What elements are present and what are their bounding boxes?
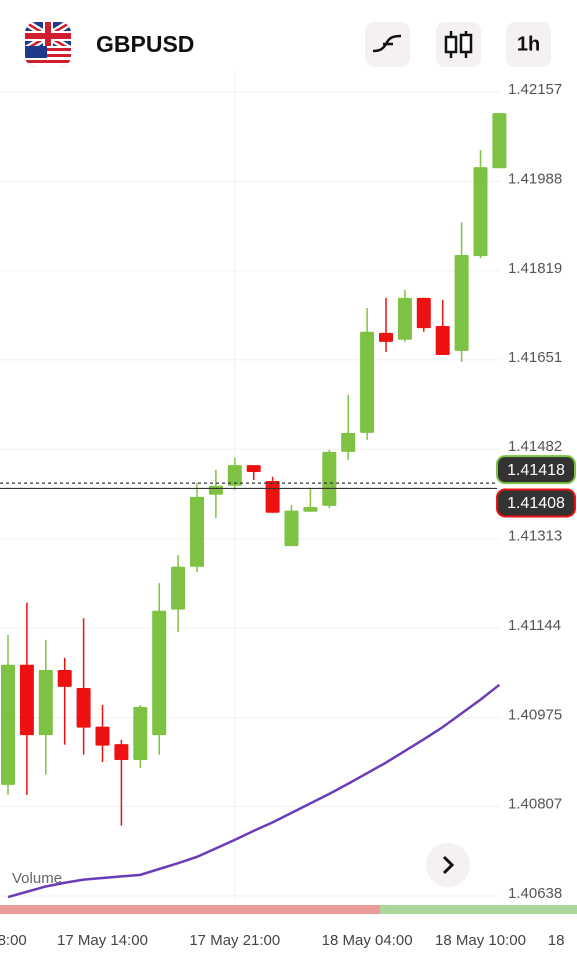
y-tick-label: 1.42157 bbox=[508, 81, 562, 98]
candle-body bbox=[133, 707, 148, 760]
y-tick-label: 1.41313 bbox=[508, 528, 562, 545]
candle bbox=[473, 150, 488, 259]
candle-body bbox=[171, 566, 186, 610]
chart-type-button[interactable] bbox=[436, 22, 481, 67]
flag-icon bbox=[25, 22, 71, 67]
candle bbox=[322, 449, 337, 509]
candle bbox=[454, 222, 469, 362]
candle bbox=[246, 465, 261, 480]
price-tag-label: 1.41408 bbox=[507, 495, 565, 512]
candle bbox=[1, 635, 15, 795]
candle-body bbox=[76, 687, 91, 728]
y-tick-label: 1.41144 bbox=[508, 617, 561, 634]
candle-body bbox=[360, 331, 375, 433]
candle bbox=[152, 583, 167, 755]
candle-body bbox=[190, 496, 204, 567]
candle-body bbox=[416, 297, 431, 329]
price-tag bbox=[496, 488, 576, 518]
candle-body bbox=[397, 297, 412, 340]
candle-body bbox=[227, 465, 242, 486]
candle bbox=[95, 704, 110, 763]
candle bbox=[303, 487, 318, 512]
candle-body bbox=[57, 669, 72, 687]
candle-body bbox=[19, 664, 34, 736]
candle-body bbox=[38, 669, 53, 736]
candle bbox=[208, 469, 223, 519]
overlay-line bbox=[7, 683, 501, 899]
interval-button[interactable]: 1h bbox=[506, 22, 551, 67]
candle-body bbox=[114, 744, 129, 760]
candle bbox=[114, 739, 129, 826]
candle-body bbox=[246, 465, 261, 473]
candle-body bbox=[95, 726, 110, 746]
candle-body bbox=[341, 432, 356, 452]
candle bbox=[133, 704, 148, 768]
x-tick-label: 18 May 10:00 bbox=[435, 932, 526, 949]
candle-body bbox=[208, 485, 223, 495]
candle bbox=[227, 457, 242, 491]
candle-body bbox=[284, 510, 299, 547]
candle bbox=[379, 297, 393, 352]
candle bbox=[76, 618, 91, 755]
y-tick-label: 1.41819 bbox=[508, 260, 562, 277]
plot-area: 1.40638 1.40807 1.40975 1.41144 1.41313 1.414… bbox=[0, 70, 576, 949]
y-tick-label: 1.41482 bbox=[508, 438, 562, 455]
x-tick-label: 17 May 14:00 bbox=[57, 932, 148, 949]
candle bbox=[171, 555, 186, 632]
y-tick-label: 1.41651 bbox=[508, 349, 562, 366]
x-tick-label: 18 bbox=[548, 932, 565, 949]
y-tick-label: 1.41988 bbox=[508, 170, 562, 187]
x-tick-label: 17 May 21:00 bbox=[189, 932, 280, 949]
price-tag bbox=[496, 455, 576, 485]
x-tick-label: 18 May 04:00 bbox=[322, 932, 413, 949]
x-tick-label: 08:00 bbox=[0, 932, 27, 949]
candle-body bbox=[322, 451, 337, 506]
candle-body bbox=[492, 113, 507, 169]
scroll-button[interactable] bbox=[426, 843, 470, 887]
candle-body bbox=[265, 481, 280, 513]
candle bbox=[435, 300, 450, 356]
volume-label: Volume bbox=[12, 870, 62, 887]
candle-body bbox=[435, 325, 450, 356]
candle bbox=[284, 504, 299, 547]
candle bbox=[492, 113, 507, 169]
candle bbox=[57, 657, 72, 745]
candle bbox=[397, 289, 412, 342]
candle bbox=[38, 639, 53, 775]
candle-body bbox=[379, 332, 393, 342]
candle-body bbox=[152, 610, 167, 736]
candle bbox=[265, 476, 280, 513]
candle-body bbox=[1, 664, 15, 785]
candle-body bbox=[454, 255, 469, 351]
y-tick-label: 1.40638 bbox=[508, 885, 562, 902]
sentiment-bar bbox=[0, 905, 577, 914]
candle bbox=[19, 602, 34, 795]
y-tick-label: 1.40807 bbox=[508, 796, 562, 813]
candle bbox=[190, 483, 204, 573]
candle-body bbox=[473, 167, 488, 257]
candle bbox=[416, 297, 431, 332]
candle bbox=[341, 394, 356, 460]
candle-body bbox=[303, 506, 318, 512]
interval: 1h bbox=[517, 33, 540, 55]
symbol: GBPUSD bbox=[96, 31, 194, 57]
price-tag-label: 1.41418 bbox=[507, 462, 565, 479]
candle bbox=[360, 307, 375, 440]
indicator-button[interactable] bbox=[365, 22, 410, 67]
y-tick-label: 1.40975 bbox=[508, 707, 562, 724]
